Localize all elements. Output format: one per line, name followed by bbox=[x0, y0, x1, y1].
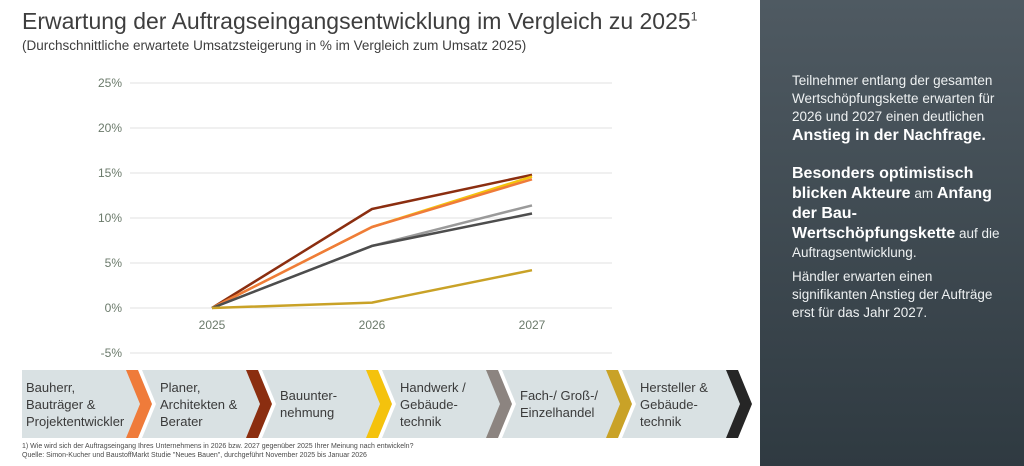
series-line-4 bbox=[211, 204, 533, 310]
chart-series bbox=[211, 173, 533, 310]
sidebar-panel: Teilnehmer entlang der gesamten Wertschö… bbox=[760, 0, 1024, 466]
footnote-question: 1) Wie wird sich der Auftragseingang Ihr… bbox=[22, 443, 414, 450]
stage-chevron bbox=[22, 370, 148, 438]
sidebar-text: auf die Auftragsentwicklung. bbox=[792, 226, 1000, 260]
stage-chevron bbox=[502, 370, 628, 438]
stage-label: Planer, Architekten & Berater bbox=[160, 379, 238, 429]
value-chain-stages: Bauherr, Bauträger & Projektentwickler Pl… bbox=[22, 370, 762, 438]
stage-label: Hersteller & Gebäude- technik bbox=[640, 379, 708, 429]
sidebar-paragraph-2: Besonders optimistisch blicken Akteure a… bbox=[792, 164, 1006, 262]
stage-chevron bbox=[262, 370, 388, 438]
footnote-source: Quelle: Simon-Kucher und BaustoffMarkt S… bbox=[22, 452, 367, 459]
title-footnote-marker: 1 bbox=[690, 9, 698, 24]
line-chart: 25% 20% 15% 10% 5% 0% -5% 2025 2026 2027 bbox=[98, 76, 612, 360]
sidebar-highlight: Besonders optimistisch blicken Akteure bbox=[792, 165, 974, 202]
sidebar-paragraph-1: Teilnehmer entlang der gesamten Wertschö… bbox=[792, 72, 1006, 146]
series-line-1 bbox=[211, 173, 533, 310]
stage-label: Handwerk / Gebäude- technik bbox=[400, 379, 466, 429]
y-tick-label: 5% bbox=[105, 256, 123, 270]
y-tick-label: 20% bbox=[98, 121, 122, 135]
y-tick-label: 10% bbox=[98, 211, 122, 225]
stage-chevron bbox=[622, 370, 748, 438]
x-tick-label: 2025 bbox=[199, 318, 226, 332]
chart-grid bbox=[130, 82, 612, 354]
stage-chevron bbox=[142, 370, 268, 438]
page-subtitle: (Durchschnittliche erwartete Umsatzsteig… bbox=[22, 38, 527, 53]
series-line-6 bbox=[211, 268, 533, 310]
x-tick-label: 2027 bbox=[519, 318, 546, 332]
sidebar-text: Teilnehmer entlang der gesamten Wertschö… bbox=[792, 73, 995, 124]
stage-label: Bauherr, Bauträger & Projektentwickler bbox=[26, 379, 125, 429]
y-tick-label: 0% bbox=[105, 301, 123, 315]
sidebar-text: am bbox=[910, 186, 937, 201]
sidebar-paragraph-3: Händler erwarten einen signifikanten Ans… bbox=[792, 269, 993, 320]
y-tick-label: -5% bbox=[101, 346, 123, 360]
series-line-5 bbox=[211, 212, 533, 310]
series-line-3 bbox=[211, 178, 533, 310]
footnote: 1) Wie wird sich der Auftragseingang Ihr… bbox=[22, 442, 413, 460]
chart-x-ticks: 2025 2026 2027 bbox=[199, 318, 546, 332]
chart-y-ticks: 25% 20% 15% 10% 5% 0% -5% bbox=[98, 76, 122, 360]
x-tick-label: 2026 bbox=[359, 318, 386, 332]
stage-label: Bauunter- nehmung bbox=[280, 388, 338, 420]
sidebar-highlight: Anfang der Bau-Wertschöpfungskette bbox=[792, 185, 992, 242]
stage-label: Fach-/ Groß-/ Einzelhandel bbox=[520, 388, 599, 420]
y-tick-label: 25% bbox=[98, 76, 122, 90]
sidebar-highlight: Anstieg in der Nachfrage. bbox=[792, 127, 986, 144]
y-tick-label: 15% bbox=[98, 166, 122, 180]
page-title: Erwartung der Auftragseingangsentwicklun… bbox=[22, 8, 698, 34]
stage-chevron bbox=[382, 370, 508, 438]
